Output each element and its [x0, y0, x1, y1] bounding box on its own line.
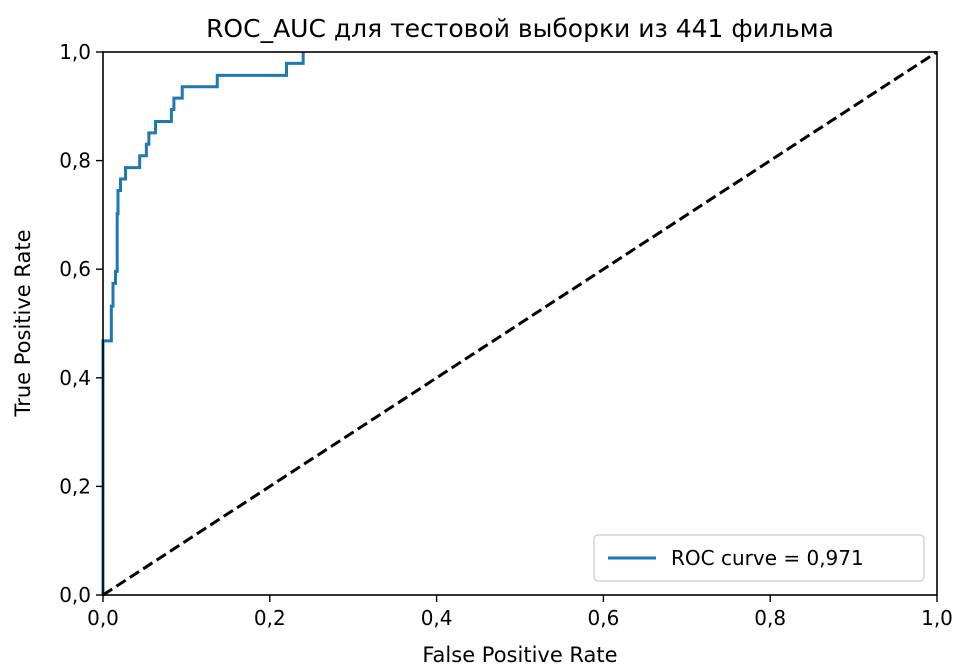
x-axis-label: False Positive Rate: [422, 643, 617, 667]
y-tick-label: 0,6: [59, 257, 91, 281]
x-tick-label: 1,0: [921, 606, 953, 630]
legend-label: ROC curve = 0,971: [671, 546, 864, 570]
chart-title: ROC_AUC для тестовой выборки из 441 филь…: [206, 14, 834, 43]
y-tick-label: 0,8: [59, 149, 91, 173]
legend-box: [593, 534, 925, 582]
x-tick-label: 0,4: [421, 606, 453, 630]
legend: ROC curve = 0,971: [593, 534, 925, 582]
x-axis: 0,0 0,2 0,4 0,6 0,8 1,0: [87, 595, 953, 630]
y-tick-label: 0,0: [59, 583, 91, 607]
y-tick-label: 1,0: [59, 40, 91, 64]
y-axis: 0,0 0,2 0,4 0,6 0,8 1,0: [59, 40, 103, 607]
series-layer: [101, 50, 938, 597]
roc-curve-line: [101, 52, 305, 595]
y-tick-label: 0,2: [59, 474, 91, 498]
x-tick-label: 0,8: [754, 606, 786, 630]
chance-diagonal-line: [102, 50, 938, 597]
x-tick-label: 0,6: [587, 606, 619, 630]
y-tick-label: 0,4: [59, 366, 91, 390]
plot-frame: [102, 51, 938, 596]
y-axis-label: True Positive Rate: [11, 229, 35, 417]
x-tick-label: 0,2: [254, 606, 286, 630]
x-tick-label: 0,0: [87, 606, 119, 630]
